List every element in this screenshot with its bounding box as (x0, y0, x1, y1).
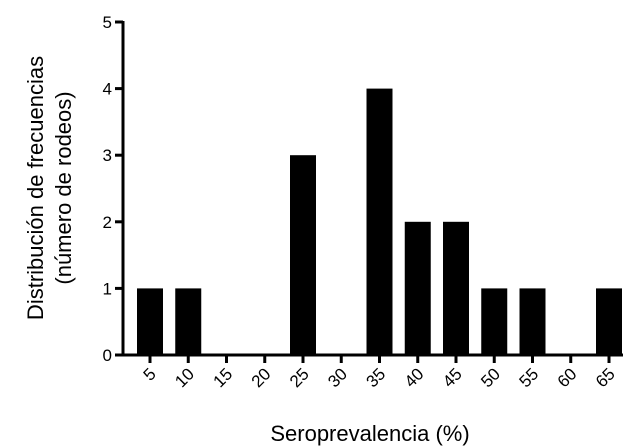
bar (137, 288, 163, 355)
x-tick-label: 35 (363, 364, 390, 391)
bar (404, 221, 431, 355)
x-tick-label: 45 (439, 364, 466, 391)
x-tick-label: 5 (140, 364, 160, 384)
x-axis-title: Seroprevalencia (%) (270, 421, 469, 446)
x-tick-label: 15 (210, 364, 237, 391)
x-tick-label: 50 (477, 364, 504, 391)
x-tick-label: 60 (554, 364, 581, 391)
y-axis-title-line2: (número de rodeos) (51, 91, 76, 284)
x-tick-label: 10 (171, 364, 198, 391)
y-axis-title-line1: Distribución de frecuencias (23, 56, 48, 320)
y-tick-label: 4 (103, 80, 112, 99)
bar (175, 288, 202, 355)
bar (519, 288, 546, 355)
x-tick-label: 30 (324, 364, 351, 391)
x-tick-label: 20 (248, 364, 275, 391)
x-tick-label: 25 (286, 364, 313, 391)
bar (443, 221, 469, 355)
bar (596, 288, 622, 355)
y-tick-label: 2 (103, 213, 112, 232)
bar (481, 288, 508, 355)
bars (137, 88, 622, 355)
x-tick-label: 40 (401, 364, 428, 391)
y-axis: 0 1 2 3 4 5 (103, 13, 125, 365)
x-axis: 5 10 15 20 25 30 35 40 45 50 55 60 65 (122, 353, 623, 391)
x-tick-label: 55 (516, 364, 543, 391)
y-tick-label: 5 (103, 13, 112, 32)
bar (366, 88, 393, 355)
y-tick-label: 3 (103, 146, 112, 165)
x-tick-label: 65 (592, 364, 619, 391)
bar (290, 155, 316, 355)
y-tick-label: 0 (103, 346, 112, 365)
y-tick-label: 1 (103, 279, 112, 298)
